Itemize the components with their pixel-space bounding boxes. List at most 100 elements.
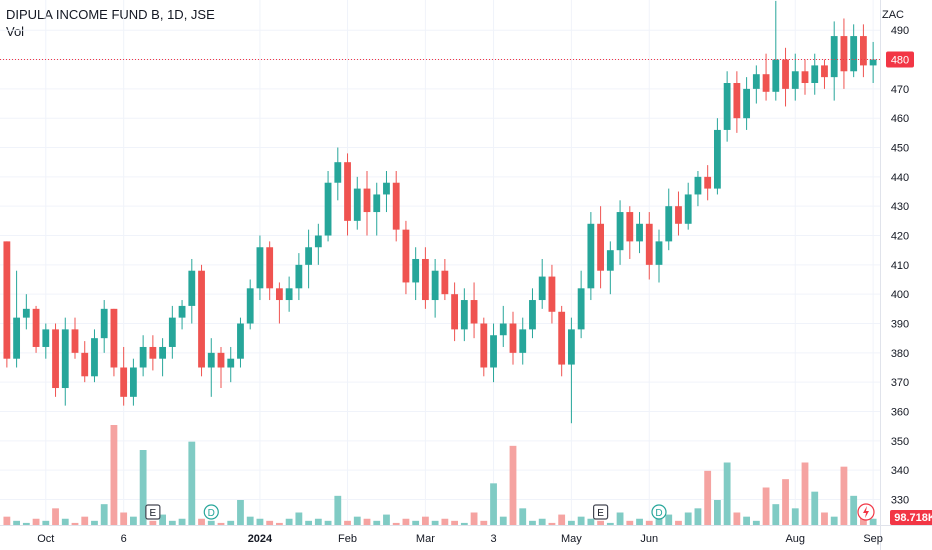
candle-body [480, 323, 488, 368]
volume-bar [266, 520, 274, 525]
candle-body [383, 182, 390, 195]
volume-bar [305, 520, 313, 525]
dividend-marker[interactable]: D [203, 504, 219, 520]
candle-body [402, 229, 410, 283]
candle-body [344, 162, 351, 221]
volume-bar [168, 520, 176, 525]
candle-body [441, 270, 449, 295]
volume-bar [558, 514, 566, 525]
y-tick-label: 490 [891, 25, 909, 37]
volume-bar [577, 516, 585, 525]
candle-body [850, 36, 858, 72]
candle-body [91, 338, 98, 377]
candle-body [567, 329, 575, 365]
dividend-marker[interactable]: D [651, 504, 667, 520]
volume-bar [91, 520, 98, 525]
volume-bar [529, 520, 536, 525]
volume-bar [13, 520, 21, 525]
volume-bar [451, 520, 459, 525]
candle-body [373, 194, 381, 213]
candle-body [577, 288, 585, 330]
volume-bar [227, 520, 235, 525]
candle-body [782, 59, 789, 89]
volume-bar [441, 518, 449, 525]
volume-bar [840, 466, 848, 525]
x-tick-label: Aug [785, 533, 805, 545]
y-tick-label: 400 [891, 289, 909, 301]
volume-bar [237, 500, 244, 525]
y-tick-label: 440 [891, 172, 909, 184]
candle-body [3, 241, 11, 359]
volume-bar [344, 520, 351, 525]
candle-body [266, 247, 274, 289]
candle-body [606, 250, 614, 271]
candle-body [81, 352, 89, 377]
candle-body [665, 206, 673, 242]
volume-bar [684, 512, 692, 525]
volume-bar [42, 520, 50, 525]
last-price-badge [886, 51, 914, 68]
candle-body [509, 323, 517, 353]
candle-body [548, 276, 556, 312]
candle-body [168, 317, 176, 347]
volume-bar [412, 520, 420, 525]
candle-body [859, 36, 867, 66]
volume-bar [71, 522, 79, 525]
last-price-label: 480 [891, 55, 909, 67]
y-tick-label: 390 [891, 319, 909, 331]
candle-body [61, 329, 69, 389]
volume-bar [791, 508, 799, 525]
volume-bar [285, 518, 293, 525]
candle-body [821, 65, 828, 78]
volume-bar [373, 520, 381, 525]
candle-body [840, 36, 848, 72]
volume-legend: Vol [6, 24, 25, 39]
candle-body [762, 74, 770, 92]
x-tick-label: Feb [338, 533, 357, 545]
volume-bar [772, 504, 780, 525]
candle-body [801, 71, 809, 84]
x-tick-label: May [561, 533, 582, 545]
volume-bar [811, 491, 819, 525]
candle-body [120, 367, 128, 397]
volume-bar [149, 520, 157, 525]
candle-body [538, 276, 546, 301]
volume-bar [246, 516, 254, 525]
candle-body [246, 288, 254, 324]
x-tick-label: Oct [37, 533, 54, 545]
y-tick-label: 330 [891, 494, 909, 506]
volume-bar [431, 520, 439, 525]
volume-bar [636, 518, 643, 525]
y-tick-label: 470 [891, 84, 909, 96]
candle-body [597, 223, 605, 271]
candle-body [529, 300, 536, 330]
volume-bar [110, 425, 118, 525]
symbol-title[interactable]: DIPULA INCOME FUND B, 1D, JSE [6, 7, 215, 22]
candle-body [460, 300, 468, 330]
volume-bar [733, 512, 741, 525]
candle-body [227, 358, 235, 368]
volume-bar [3, 516, 11, 525]
candle-body [149, 346, 157, 359]
earnings-marker[interactable]: E [592, 504, 609, 520]
candle-body [451, 294, 459, 330]
volume-bar [704, 470, 712, 525]
candle-body [295, 264, 303, 289]
candle-body [275, 288, 283, 301]
volume-bar [22, 522, 30, 525]
volume-bar [713, 500, 721, 525]
y-tick-label: 450 [891, 143, 909, 155]
volume-bar [217, 522, 225, 525]
earnings-marker[interactable]: E [145, 504, 161, 520]
candle-body [626, 212, 634, 242]
x-tick-label: 2024 [248, 533, 273, 545]
candle-body [811, 65, 819, 84]
lightning-icon[interactable] [857, 503, 875, 521]
currency-label[interactable]: ZAC [882, 9, 904, 21]
volume-bar [616, 512, 624, 525]
candle-body [791, 71, 799, 89]
volume-bar [324, 520, 332, 525]
volume-bar [499, 516, 507, 525]
